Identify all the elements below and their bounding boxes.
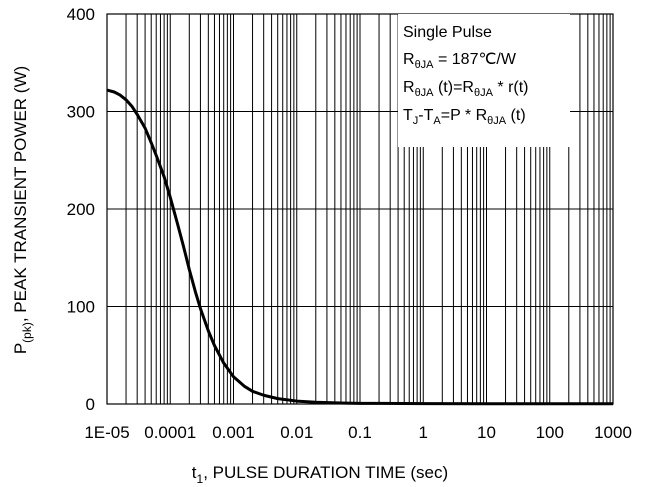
legend-annotation: Single Pulse RθJA = 187℃/W RθJA (t)=RθJA…	[398, 14, 570, 147]
x-axis-title: t1, PULSE DURATION TIME (sec)	[192, 463, 448, 486]
x-tick-label: 10	[477, 423, 496, 442]
x-tick-label: 0.01	[280, 423, 313, 442]
x-tick-label: 100	[536, 423, 564, 442]
legend-box	[398, 14, 570, 147]
x-tick-label: 1000	[594, 423, 632, 442]
x-tick-label: 0.1	[348, 423, 372, 442]
y-tick-label: 400	[67, 5, 95, 24]
x-tick-label: 1	[419, 423, 428, 442]
series-line	[106, 88, 613, 406]
legend-line-4: TJ-TA=P * RθJA (t)	[403, 107, 526, 127]
legend-line-2: RθJA = 187℃/W	[403, 51, 517, 71]
y-tick-label: 200	[67, 200, 95, 219]
x-tick-labels: 1E-05 0.0001 0.001 0.01 0.1 1 10 100 1000	[84, 423, 632, 442]
y-tick-labels: 0 100 200 300 400	[67, 5, 95, 414]
y-tick-label: 300	[67, 103, 95, 122]
series-layer	[106, 88, 613, 406]
legend-line-3: RθJA (t)=RθJA * r(t)	[403, 79, 529, 99]
y-axis-title: P(pk), PEAK TRANSIENT POWER (W)	[11, 66, 34, 354]
x-tick-label: 1E-05	[84, 423, 129, 442]
y-tick-label: 100	[67, 298, 95, 317]
legend-line-1: Single Pulse	[403, 24, 492, 41]
x-tick-label: 0.0001	[144, 423, 196, 442]
x-tick-label: 0.001	[212, 423, 255, 442]
y-tick-label: 0	[86, 395, 95, 414]
